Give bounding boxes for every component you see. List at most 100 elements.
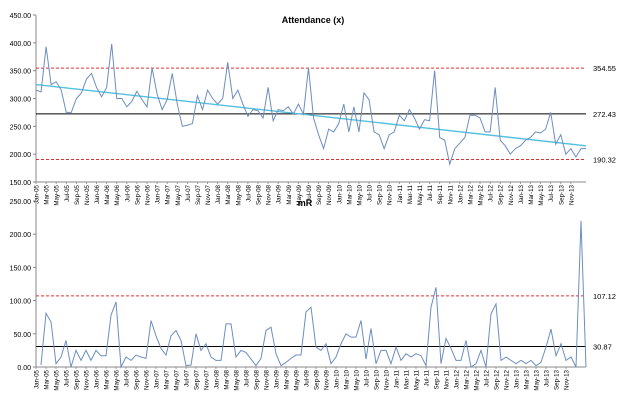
attendance-x-tick-label: May-07 <box>175 184 182 205</box>
attendance-x-tick-label: Sep-10 <box>377 184 384 205</box>
attendance-y-tick-label: 450.00 <box>10 13 32 20</box>
attendance-x-tick-label: Sep-07 <box>195 184 202 205</box>
mr-x-tick-label: May-07 <box>174 369 181 390</box>
mr-x-tick-label: Nov-06 <box>144 369 151 390</box>
attendance-x-tick-label: Mar-09 <box>286 184 293 204</box>
mr-x-tick-label: May-08 <box>234 369 241 390</box>
attendance-x-tick-label: Jul-11 <box>427 184 434 201</box>
mr-x-tick-label: Jul-12 <box>484 369 491 386</box>
attendance-y-tick-label: 400.00 <box>10 41 32 48</box>
mr-x-tick-label: Sep-09 <box>314 369 321 390</box>
mr-x-tick-label: Sep-08 <box>254 369 261 390</box>
attendance-x-tick-label: Nov-10 <box>387 184 394 205</box>
attendance-x-tick-label: Mar-05 <box>44 184 51 204</box>
mr-x-tick-label: Sep-10 <box>374 369 381 390</box>
mr-x-tick-label: May-06 <box>114 369 121 390</box>
attendance-x-tick-label: May-05 <box>54 184 61 205</box>
mr-x-tick-label: May-12 <box>474 369 481 390</box>
mr-y-tick-label: 200.00 <box>10 232 32 239</box>
attendance-x-tick-label: Sep-11 <box>437 184 444 204</box>
mr-x-tick-label: Jul-13 <box>544 369 551 386</box>
attendance-chart-title: Attendance (x) <box>282 15 345 25</box>
mr-x-tick-label: Jan-13 <box>514 369 521 388</box>
mr-x-tick-label: May-05 <box>54 369 61 390</box>
attendance-x-tick-label: Nov-13 <box>568 184 575 205</box>
attendance-x-tick-label: Jul-09 <box>306 184 313 201</box>
mr-x-tick-label: Jul-10 <box>364 369 371 386</box>
mr-series-line <box>40 220 587 369</box>
mr-x-tick-label: Nov-09 <box>324 369 331 390</box>
attendance-x-tick-label: Nov-12 <box>508 184 515 205</box>
mr-x-tick-label: Nov-08 <box>264 369 271 390</box>
mr-y-tick-label: 150.00 <box>10 265 32 272</box>
attendance-x-tick-label: Jan-10 <box>336 184 343 203</box>
mr-y-tick-label: 250.00 <box>10 199 32 206</box>
attendance-x-tick-label: Mar-11 <box>407 184 414 204</box>
mr-x-tick-label: Mar-13 <box>524 369 531 389</box>
mr-x-tick-label: Jan-12 <box>454 369 461 388</box>
mr-x-tick-label: Nov-07 <box>204 369 211 390</box>
attendance-x-tick-label: Jul-06 <box>124 184 131 201</box>
attendance-y-tick-label: 250.00 <box>10 124 32 131</box>
attendance-x-tick-label: Nov-07 <box>205 184 212 205</box>
attendance-y-tick-label: 200.00 <box>10 152 32 159</box>
attendance-x-tick-label: Nov-11 <box>447 184 454 204</box>
mr-x-tick-label: Mar-09 <box>284 369 291 389</box>
attendance-x-tick-label: Mar-08 <box>225 184 232 204</box>
mr-x-tick-label: Jul-11 <box>424 369 431 386</box>
attendance-x-tick-label: Jan-09 <box>276 184 283 203</box>
attendance-x-tick-label: Jul-13 <box>548 184 555 201</box>
mr-x-tick-label: Sep-12 <box>494 369 501 390</box>
attendance-y-tick-label: 350.00 <box>10 69 32 76</box>
mr-x-tick-label: Sep-05 <box>74 369 81 390</box>
mr-x-tick-label: Mar-11 <box>404 369 411 389</box>
mr-x-tick-label: Mar-07 <box>164 369 171 389</box>
mr-x-tick-label: Jan-06 <box>94 369 101 388</box>
attendance-x-tick-label: May-12 <box>478 184 485 205</box>
attendance-x-tick-label: May-11 <box>417 184 424 205</box>
attendance-x-tick-label: Jul-12 <box>488 184 495 201</box>
mr-x-tick-label: Sep-06 <box>134 369 141 390</box>
mr-x-tick-label: Mar-06 <box>104 369 111 389</box>
mr-x-tick-label: Sep-07 <box>194 369 201 390</box>
mr-x-tick-label: Mar-08 <box>224 369 231 389</box>
attendance-x-tick-label: Nov-08 <box>266 184 273 205</box>
attendance-x-tick-label: Nov-09 <box>326 184 333 205</box>
attendance-x-tick-label: Nov-06 <box>145 184 152 205</box>
mr-limit-annotation: 30.87 <box>593 343 612 352</box>
attendance-x-tick-label: Sep-08 <box>256 184 263 205</box>
mr-x-tick-label: May-11 <box>414 369 421 390</box>
attendance-x-tick-label: May-06 <box>114 184 121 205</box>
mr-x-tick-label: Jul-07 <box>184 369 191 386</box>
mr-x-tick-label: Jan-05 <box>34 369 41 388</box>
attendance-x-tick-label: Mar-10 <box>346 184 353 204</box>
mr-x-tick-label: Jul-09 <box>304 369 311 386</box>
attendance-y-tick-label: 300.00 <box>10 97 32 104</box>
mr-y-tick-label: 0.00 <box>17 365 31 372</box>
mr-x-tick-label: Jan-08 <box>214 369 221 388</box>
attendance-x-tick-label: Mar-06 <box>104 184 111 204</box>
mr-chart-title: mR <box>298 198 313 208</box>
mr-x-tick-label: Nov-05 <box>84 369 91 390</box>
mr-x-tick-label: Jan-07 <box>154 369 161 388</box>
mr-x-tick-label: Jan-09 <box>274 369 281 388</box>
mr-x-tick-label: Mar-12 <box>464 369 471 389</box>
attendance-limit-annotation: 272.43 <box>593 110 616 119</box>
mr-y-tick-label: 100.00 <box>10 299 32 306</box>
mr-x-tick-label: Mar-05 <box>44 369 51 389</box>
attendance-series-line <box>35 43 586 167</box>
attendance-x-tick-label: Jan-06 <box>94 184 101 203</box>
mr-x-tick-label: Sep-11 <box>434 369 441 389</box>
attendance-x-tick-label: Jul-07 <box>185 184 192 201</box>
mr-limit-annotation: 107.12 <box>593 292 616 301</box>
mr-x-tick-label: Nov-13 <box>564 369 571 390</box>
attendance-limit-annotation: 354.55 <box>593 64 616 73</box>
mr-x-tick-label: Mar-10 <box>344 369 351 389</box>
mr-x-tick-label: Sep-13 <box>554 369 561 390</box>
attendance-limit-annotation: 190.32 <box>593 156 616 165</box>
attendance-x-tick-label: May-08 <box>235 184 242 205</box>
attendance-trend-line <box>35 83 587 147</box>
mr-x-tick-label: May-13 <box>534 369 541 390</box>
